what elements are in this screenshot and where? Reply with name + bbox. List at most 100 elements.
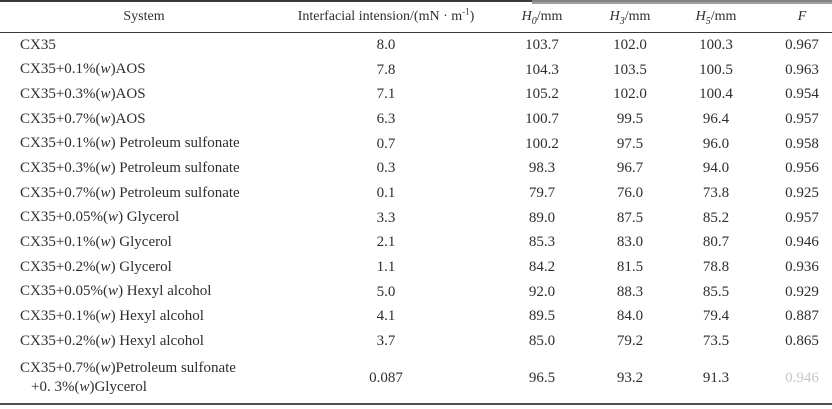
cell-tension: 1.1 bbox=[376, 259, 396, 276]
cell-tension: 4.1 bbox=[376, 308, 396, 325]
cell-h5: 78.8 bbox=[702, 259, 730, 276]
cell-tension: 2.1 bbox=[376, 234, 396, 251]
cell-h5: 73.8 bbox=[702, 184, 730, 201]
cell-tension: 6.3 bbox=[376, 110, 396, 127]
table-row: CX35+0.1%(w)AOS 7.8 104.3 103.5 100.5 0.963 bbox=[0, 58, 832, 83]
col-header-system: System bbox=[0, 1, 288, 33]
cell-f: 0.929 bbox=[785, 283, 819, 300]
cell-h0: 85.0 bbox=[528, 333, 556, 350]
cell-h3: 93.2 bbox=[616, 369, 644, 386]
cell-h0: 89.5 bbox=[528, 308, 556, 325]
table-row: CX35+0.7%(w)Petroleum sulfonate +0. 3%(w)… bbox=[0, 354, 832, 404]
cell-h3: 88.3 bbox=[616, 283, 644, 300]
cell-f: 0.936 bbox=[785, 259, 819, 276]
scan-artifact bbox=[532, 0, 832, 4]
cell-h3: 76.0 bbox=[616, 184, 644, 201]
cell-h5: 73.5 bbox=[702, 333, 730, 350]
table-row: CX35+0.7%(w)AOS 6.3 100.7 99.5 96.4 0.957 bbox=[0, 107, 832, 132]
cell-h3: 83.0 bbox=[616, 234, 644, 251]
cell-h0: 100.7 bbox=[525, 110, 559, 127]
table-body: CX35 8.0 103.7 102.0 100.3 0.967 CX35+0.1%(w)A… bbox=[0, 33, 832, 404]
cell-system: CX35+0.05%(w) Hexyl alcohol bbox=[20, 283, 212, 300]
cell-h0: 105.2 bbox=[525, 86, 559, 103]
cell-f: 0.967 bbox=[785, 36, 819, 53]
table-row: CX35+0.05%(w) Glycerol 3.3 89.0 87.5 85.2 0.9… bbox=[0, 206, 832, 231]
cell-f: 0.925 bbox=[785, 184, 819, 201]
cell-h3: 99.5 bbox=[616, 110, 644, 127]
cell-f: 0.963 bbox=[785, 61, 819, 78]
cell-f: 0.887 bbox=[785, 308, 819, 325]
cell-h3: 102.0 bbox=[613, 86, 647, 103]
cell-tension: 7.8 bbox=[376, 61, 396, 78]
cell-h0: 104.3 bbox=[525, 61, 559, 78]
table-row: CX35 8.0 103.7 102.0 100.3 0.967 bbox=[0, 33, 832, 58]
cell-f: 0.958 bbox=[785, 135, 819, 152]
cell-h3: 102.0 bbox=[613, 36, 647, 53]
cell-h5: 91.3 bbox=[702, 369, 730, 386]
cell-tension: 0.7 bbox=[376, 135, 396, 152]
cell-h3: 103.5 bbox=[613, 61, 647, 78]
table-row: CX35+0.05%(w) Hexyl alcohol 5.0 92.0 88.3 85… bbox=[0, 280, 832, 305]
table-header: System Interfacial intension/(mN · m-1) … bbox=[0, 1, 832, 33]
header-row: System Interfacial intension/(mN · m-1) … bbox=[0, 1, 832, 33]
cell-system: CX35+0.7%(w)Petroleum sulfonate +0. 3%(w)… bbox=[20, 359, 236, 396]
cell-tension: 3.7 bbox=[376, 333, 396, 350]
table-row: CX35+0.2%(w) Hexyl alcohol 3.7 85.0 79.2 73.… bbox=[0, 329, 832, 354]
cell-system: CX35+0.3%(w)AOS bbox=[20, 85, 146, 102]
col-header-f: F bbox=[772, 1, 832, 33]
cell-system: CX35+0.1%(w)AOS bbox=[20, 61, 146, 78]
cell-f: 0.957 bbox=[785, 209, 819, 226]
cell-h5: 96.0 bbox=[702, 135, 730, 152]
cell-system: CX35 bbox=[20, 36, 56, 53]
cell-h5: 85.2 bbox=[702, 209, 730, 226]
cell-h5: 80.7 bbox=[702, 234, 730, 251]
cell-h3: 81.5 bbox=[616, 259, 644, 276]
cell-f: 0.865 bbox=[785, 333, 819, 350]
cell-system: CX35+0.2%(w) Hexyl alcohol bbox=[20, 332, 204, 349]
col-header-h3: H3/mm bbox=[600, 1, 660, 33]
table-row: CX35+0.2%(w) Glycerol 1.1 84.2 81.5 78.8 0.93… bbox=[0, 255, 832, 280]
cell-h3: 87.5 bbox=[616, 209, 644, 226]
cell-h3: 96.7 bbox=[616, 160, 644, 177]
cell-h0: 92.0 bbox=[528, 283, 556, 300]
cell-h5: 94.0 bbox=[702, 160, 730, 177]
cell-system: CX35+0.7%(w)AOS bbox=[20, 110, 146, 127]
cell-system: CX35+0.3%(w) Petroleum sulfonate bbox=[20, 160, 240, 177]
table-row: CX35+0.3%(w)AOS 7.1 105.2 102.0 100.4 0.954 bbox=[0, 82, 832, 107]
cell-tension: 0.087 bbox=[369, 369, 403, 386]
cell-tension: 0.3 bbox=[376, 160, 396, 177]
cell-f: 0.946 bbox=[785, 369, 819, 386]
cell-h5: 100.4 bbox=[699, 86, 733, 103]
cell-system: CX35+0.2%(w) Glycerol bbox=[20, 258, 172, 275]
cell-h0: 89.0 bbox=[528, 209, 556, 226]
cell-h5: 100.5 bbox=[699, 61, 733, 78]
cell-h0: 98.3 bbox=[528, 160, 556, 177]
col-header-h0: H0/mm bbox=[484, 1, 600, 33]
cell-h0: 79.7 bbox=[528, 184, 556, 201]
col-header-tension: Interfacial intension/(mN · m-1) bbox=[288, 1, 484, 33]
table-row: CX35+0.3%(w) Petroleum sulfonate 0.3 98.3 9… bbox=[0, 156, 832, 181]
cell-tension: 3.3 bbox=[376, 209, 396, 226]
cell-h5: 79.4 bbox=[702, 308, 730, 325]
cell-system: CX35+0.05%(w) Glycerol bbox=[20, 209, 180, 226]
cell-h5: 85.5 bbox=[702, 283, 730, 300]
cell-h3: 97.5 bbox=[616, 135, 644, 152]
table-row: CX35+0.1%(w) Hexyl alcohol 4.1 89.5 84.0 79.… bbox=[0, 305, 832, 330]
cell-h3: 79.2 bbox=[616, 333, 644, 350]
cell-system: CX35+0.1%(w) Petroleum sulfonate bbox=[20, 135, 240, 152]
cell-h5: 100.3 bbox=[699, 36, 733, 53]
cell-tension: 8.0 bbox=[376, 36, 396, 53]
col-header-system-label: System bbox=[123, 9, 165, 24]
cell-tension: 0.1 bbox=[376, 184, 396, 201]
cell-h0: 84.2 bbox=[528, 259, 556, 276]
col-header-h5: H5/mm bbox=[660, 1, 772, 33]
cell-system: CX35+0.1%(w) Hexyl alcohol bbox=[20, 308, 204, 325]
table-row: CX35+0.1%(w) Petroleum sulfonate 0.7 100.2… bbox=[0, 132, 832, 157]
cell-h3: 84.0 bbox=[616, 308, 644, 325]
cell-h0: 103.7 bbox=[525, 36, 559, 53]
cell-system: CX35+0.1%(w) Glycerol bbox=[20, 234, 172, 251]
cell-tension: 5.0 bbox=[376, 283, 396, 300]
cell-f: 0.956 bbox=[785, 160, 819, 177]
